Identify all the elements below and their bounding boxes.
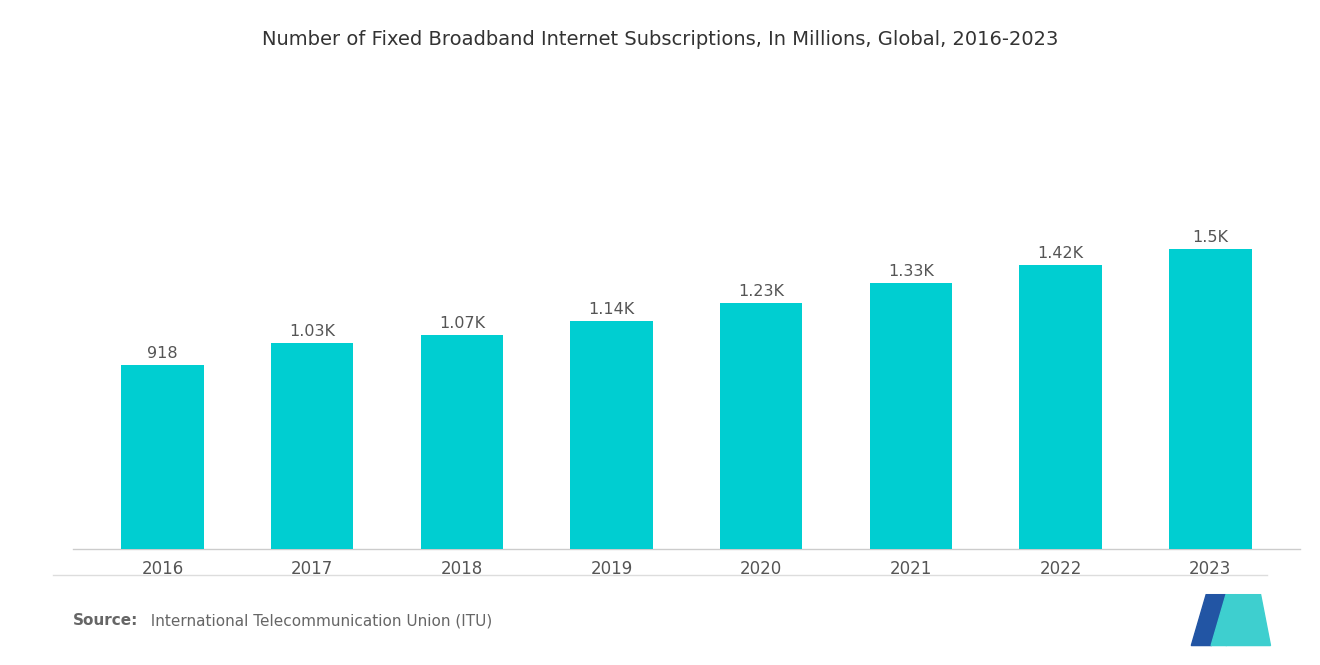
Polygon shape	[1192, 595, 1226, 646]
Text: 1.5K: 1.5K	[1192, 230, 1229, 245]
Text: International Telecommunication Union (ITU): International Telecommunication Union (I…	[141, 613, 492, 628]
Bar	[721, 303, 803, 549]
Bar	[421, 335, 503, 549]
Text: 1.33K: 1.33K	[888, 264, 933, 279]
Text: 918: 918	[147, 346, 178, 362]
Polygon shape	[1226, 595, 1270, 646]
Bar	[121, 366, 203, 549]
Text: 1.14K: 1.14K	[589, 302, 635, 317]
Text: Source:: Source:	[73, 613, 139, 628]
Text: 1.23K: 1.23K	[738, 284, 784, 299]
Text: 1.03K: 1.03K	[289, 324, 335, 339]
Bar	[1019, 265, 1102, 549]
Bar	[1170, 249, 1251, 549]
Text: 1.07K: 1.07K	[438, 316, 484, 331]
Bar	[271, 343, 354, 549]
Bar	[870, 283, 952, 549]
Polygon shape	[1212, 595, 1236, 646]
Text: Number of Fixed Broadband Internet Subscriptions, In Millions, Global, 2016-2023: Number of Fixed Broadband Internet Subsc…	[261, 30, 1059, 49]
Bar	[570, 321, 652, 549]
Text: 1.42K: 1.42K	[1038, 246, 1084, 261]
